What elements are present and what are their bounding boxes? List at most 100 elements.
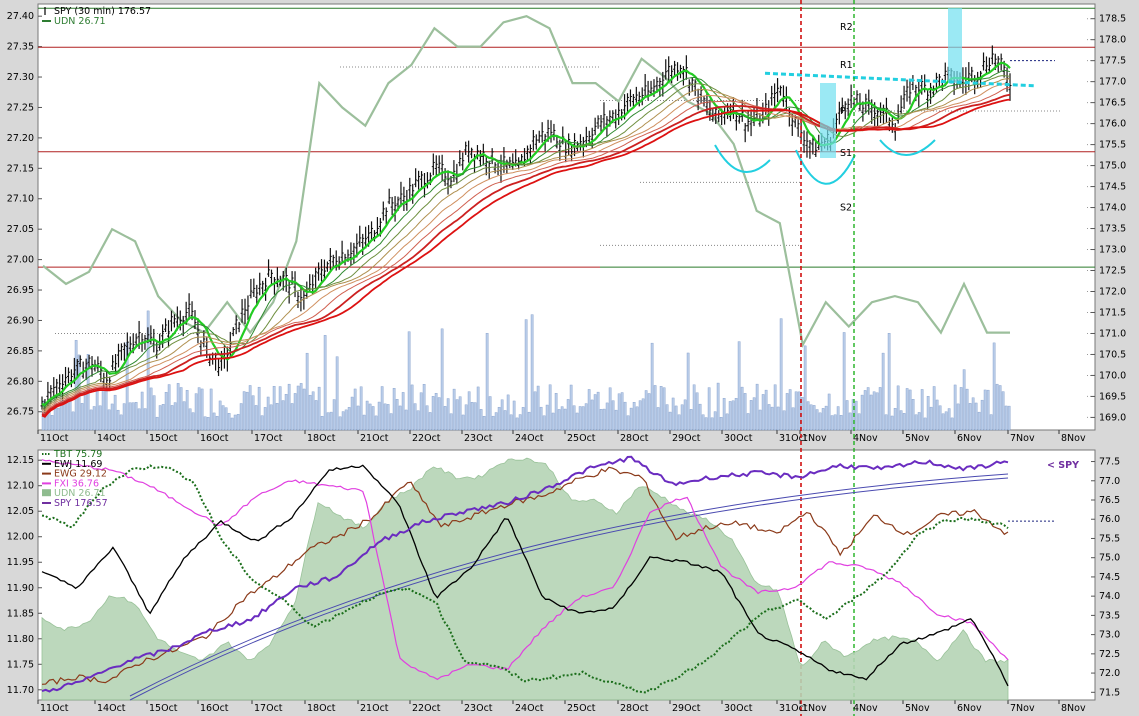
volume-bar [230,417,234,431]
tick-label: 170.5 [1099,349,1126,360]
volume-bar [863,390,867,431]
volume-bar [662,387,666,431]
volume-bar [965,388,969,431]
volume-bar [665,404,669,431]
volume-bar [911,399,915,431]
volume-bar [842,332,846,431]
tick-label: 172.0 [1099,286,1126,297]
tick-label: 8Nov [1061,703,1086,714]
tick-label: 177.0 [1099,77,1126,88]
volume-bar [533,391,537,431]
volume-bar [641,398,645,431]
volume-bar [401,392,405,431]
volume-bar [371,406,375,431]
volume-bar [647,393,651,431]
tick-label: 11.90 [7,583,34,594]
volume-bar [179,387,183,431]
volume-bar [605,402,609,431]
volume-bar [290,403,294,431]
volume-bar [893,408,897,431]
tick-label: 29Oct [672,703,701,714]
volume-bar [680,404,684,431]
volume-bar [737,341,741,431]
volume-bar [944,411,948,431]
tick-label: 7Nov [1010,433,1035,444]
tick-label: 76.0 [1099,514,1120,525]
volume-bar [131,402,135,431]
volume-bar [368,403,372,431]
volume-bar [512,400,516,431]
volume-bar [188,408,192,431]
volume-bar [572,405,576,431]
tick-label: 75.5 [1099,533,1120,544]
volume-bar [848,412,852,431]
tick-label: 25Oct [567,433,596,444]
tick-label: 18Oct [307,433,336,444]
volume-bar [917,412,921,431]
tick-label: 1Nov [802,433,827,444]
volume-bar [587,389,591,431]
tick-label: 23Oct [464,703,493,714]
volume-bar [683,399,687,431]
tick-label: 27.20 [7,133,34,144]
volume-bar [797,391,801,431]
tick-label: 24Oct [515,433,544,444]
volume-bar [827,393,831,431]
volume-bar [134,402,138,431]
tick-label: 4Nov [853,703,878,714]
volume-bar [284,394,288,431]
volume-bar [536,385,540,431]
volume-bar [194,393,198,431]
legend-label: UDN 26.71 [54,16,106,27]
udn-area [41,457,1009,701]
volume-bar [113,394,117,431]
legend-label: SPY (30 min) 176.57 [54,6,151,17]
tick-label: 173.0 [1099,245,1126,256]
volume-bar [245,391,249,431]
volume-bar [632,402,636,431]
volume-bar [443,406,447,431]
volume-bar [815,409,819,431]
volume-bar [812,405,816,431]
volume-bar [629,407,633,431]
volume-bar [881,352,885,431]
volume-bar [158,405,162,431]
volume-bar [818,412,822,431]
pivot-annotation: R1 [840,60,853,71]
volume-bar [419,392,423,431]
volume-bar [557,409,561,431]
volume-bar [1001,391,1005,431]
tick-label: 176.0 [1099,119,1126,130]
volume-bar [524,319,528,431]
volume-bar [89,409,93,431]
moving-average [41,98,1011,418]
volume-bar [329,411,333,431]
volume-bar [689,409,693,431]
volume-bar [920,389,924,431]
volume-bar [791,407,795,431]
volume-bar [839,415,843,431]
volume-bar [404,409,408,431]
volume-bar [263,407,267,431]
volume-bar [590,399,594,431]
trend-channel-lower [129,477,1009,701]
volume-bar [473,402,477,431]
tick-label: 17Oct [254,433,283,444]
volume-bar [452,388,456,431]
volume-bar [341,411,345,431]
volume-bar [962,369,966,431]
volume-bar [617,393,621,431]
volume-bar [710,417,714,431]
legend-label: UDN 26.71 [54,488,106,499]
tbt-line [41,464,1009,694]
tick-label: 11.95 [7,557,34,568]
tick-label: 1Nov [802,703,827,714]
volume-bar [998,385,1002,431]
volume-bar [272,386,276,431]
volume-bar [161,404,165,431]
volume-bar [167,384,171,431]
volume-bar [857,413,861,431]
volume-bar [644,390,648,431]
volume-bar [269,404,273,431]
volume-bar [377,401,381,431]
